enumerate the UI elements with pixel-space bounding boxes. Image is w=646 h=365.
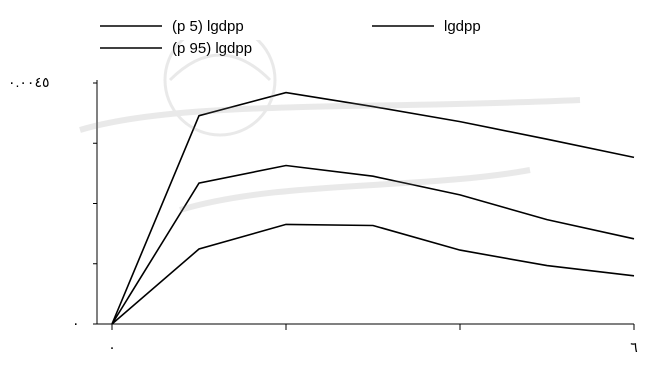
legend-label: (p 95) lgdpp	[172, 40, 252, 57]
y-tick-label: ٠	[72, 315, 80, 331]
series-group	[111, 91, 635, 325]
legend-label: (p 5) lgdpp	[172, 18, 244, 35]
legend: (p 5) lgdpp lgdpp (p 95) lgdpp	[100, 18, 481, 57]
x-tick-label: ٠	[108, 339, 116, 355]
y-tick-label: ٠.٠٠٤٥	[8, 74, 50, 90]
series-line-2	[111, 223, 635, 325]
series-line-1	[111, 164, 635, 325]
series-line-0	[111, 91, 635, 325]
x-tick-label: ٦	[630, 339, 638, 355]
legend-label: lgdpp	[444, 18, 481, 35]
axes: ٠ ٠.٠٠٤٥ ٠ ٦	[8, 74, 638, 355]
